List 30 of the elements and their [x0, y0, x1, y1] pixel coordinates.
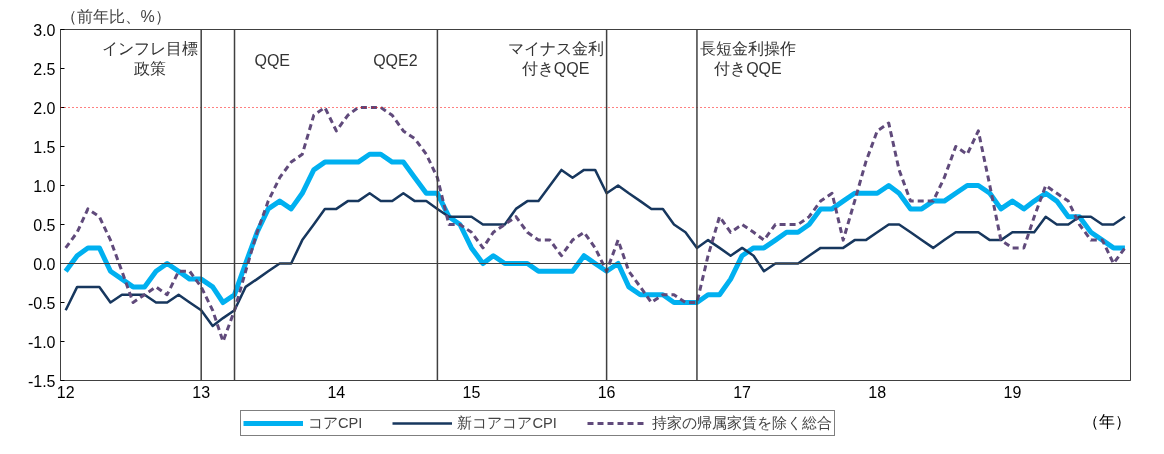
- y-tick-label: 0.5: [33, 216, 56, 234]
- x-tick-label: 18: [868, 383, 887, 401]
- annotation: インフレ目標政策: [102, 39, 199, 77]
- x-tick-label: 13: [192, 383, 211, 401]
- x-axis-title: （年）: [1082, 413, 1131, 430]
- y-tick-label: 1.5: [33, 138, 56, 156]
- y-tick-label: -0.5: [27, 294, 56, 312]
- legend-label: 持家の帰属家賃を除く総合: [651, 413, 832, 433]
- y-tick-label: 3.0: [33, 21, 56, 39]
- x-tick-label: 14: [327, 383, 346, 401]
- line-series: [64, 168, 1127, 328]
- x-tick-label: 16: [597, 383, 616, 401]
- y-tick-label: 2.0: [33, 99, 56, 117]
- x-tick-label: 17: [733, 383, 752, 401]
- legend-label: コアCPI: [308, 413, 363, 433]
- x-tick-label: 19: [1003, 383, 1022, 401]
- y-tick-label: -1.0: [27, 333, 56, 351]
- y-tick-label: 2.5: [33, 60, 56, 78]
- y-axis-title: （前年比、%）: [60, 7, 171, 25]
- x-tick-label: 15: [462, 383, 481, 401]
- x-tick-label: 12: [56, 383, 75, 401]
- annotation: 長短金利操作付きQQE: [699, 39, 796, 77]
- annotation: マイナス金利付きQQE: [507, 39, 604, 77]
- annotation: QQE2: [373, 51, 418, 69]
- annotation: QQE: [254, 51, 291, 69]
- y-tick-label: -1.5: [27, 372, 56, 390]
- y-tick-label: 0.0: [33, 255, 56, 273]
- y-tick-label: 1.0: [33, 177, 56, 195]
- line-series: [64, 106, 1127, 343]
- legend-label: 新コアコアCPI: [457, 413, 557, 433]
